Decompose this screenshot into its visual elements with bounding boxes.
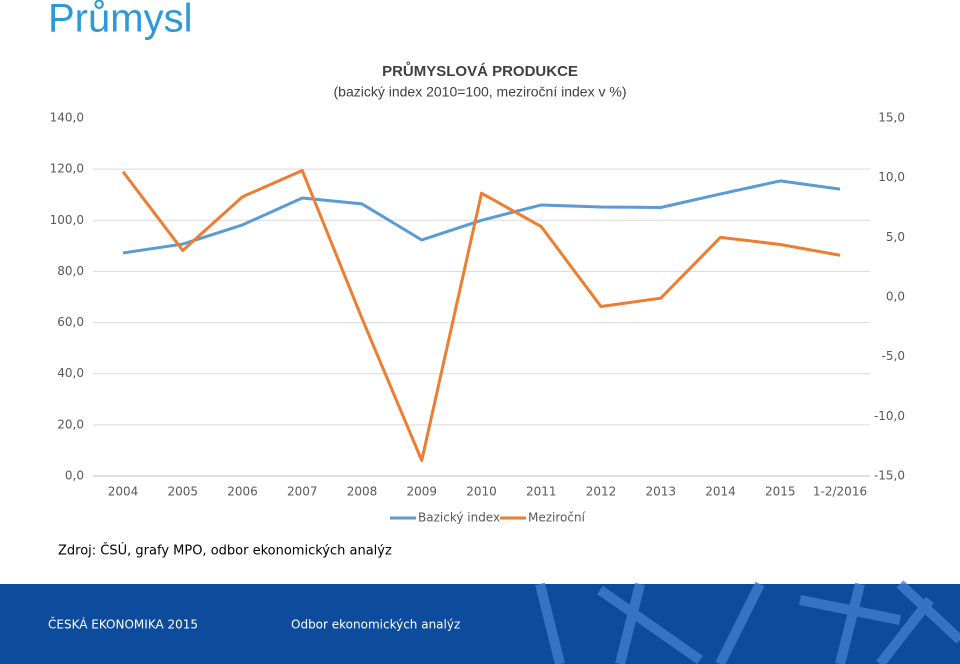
y-tick-label: 20,0	[57, 417, 84, 431]
series-line	[122, 179, 841, 255]
x-tick-label: 2011	[526, 485, 557, 499]
x-tick-label: 2004	[108, 485, 139, 499]
x-tick-label: 2008	[347, 485, 378, 499]
y-tick-label: 40,0	[57, 366, 84, 380]
x-tick-label: 2005	[167, 485, 198, 499]
y2-tick-label: 15,0	[878, 111, 905, 125]
legend-label: Meziroční	[528, 511, 586, 525]
legend-label: Bazický index	[418, 511, 500, 525]
chart-title: PRŮMYSLOVÁ PRODUKCE	[382, 61, 578, 80]
x-tick-label: 1-2/2016	[813, 485, 867, 499]
x-tick-label: 2006	[227, 485, 258, 499]
x-tick-label: 2009	[406, 485, 437, 499]
x-tick-label: 2007	[287, 485, 318, 499]
footer-center: Odbor ekonomických analýz	[291, 618, 460, 632]
x-tick-label: 2013	[645, 485, 676, 499]
source: Zdroj: ČSÚ, grafy MPO, odbor ekonomickýc…	[58, 543, 392, 559]
y2-tick-label: 0,0	[886, 290, 905, 304]
footer-left: ČESKÁ EKONOMIKA 2015	[48, 617, 198, 632]
slide-title: Průmysl	[48, 0, 192, 41]
y2-tick-label: -15,0	[874, 469, 905, 483]
y2-tick-label: 10,0	[878, 170, 905, 184]
footer-band	[0, 584, 960, 664]
y-tick-label: 60,0	[57, 315, 84, 329]
y-tick-label: 100,0	[50, 213, 84, 227]
chart-subtitle: (bazický index 2010=100, meziroční index…	[334, 84, 627, 100]
footer-decoration	[535, 580, 960, 664]
y-tick-label: 80,0	[57, 264, 84, 278]
x-tick-label: 2012	[586, 485, 617, 499]
y-tick-label: 120,0	[50, 162, 84, 176]
y2-tick-label: -10,0	[874, 409, 905, 423]
x-tick-label: 2015	[765, 485, 796, 499]
y-tick-label: 0,0	[65, 469, 84, 483]
y2-tick-label: 5,0	[886, 230, 905, 244]
x-tick-label: 2010	[466, 485, 497, 499]
y-tick-label: 140,0	[50, 111, 84, 125]
series-line	[121, 169, 841, 462]
y2-tick-label: -5,0	[882, 349, 905, 363]
x-tick-label: 2014	[705, 485, 736, 499]
